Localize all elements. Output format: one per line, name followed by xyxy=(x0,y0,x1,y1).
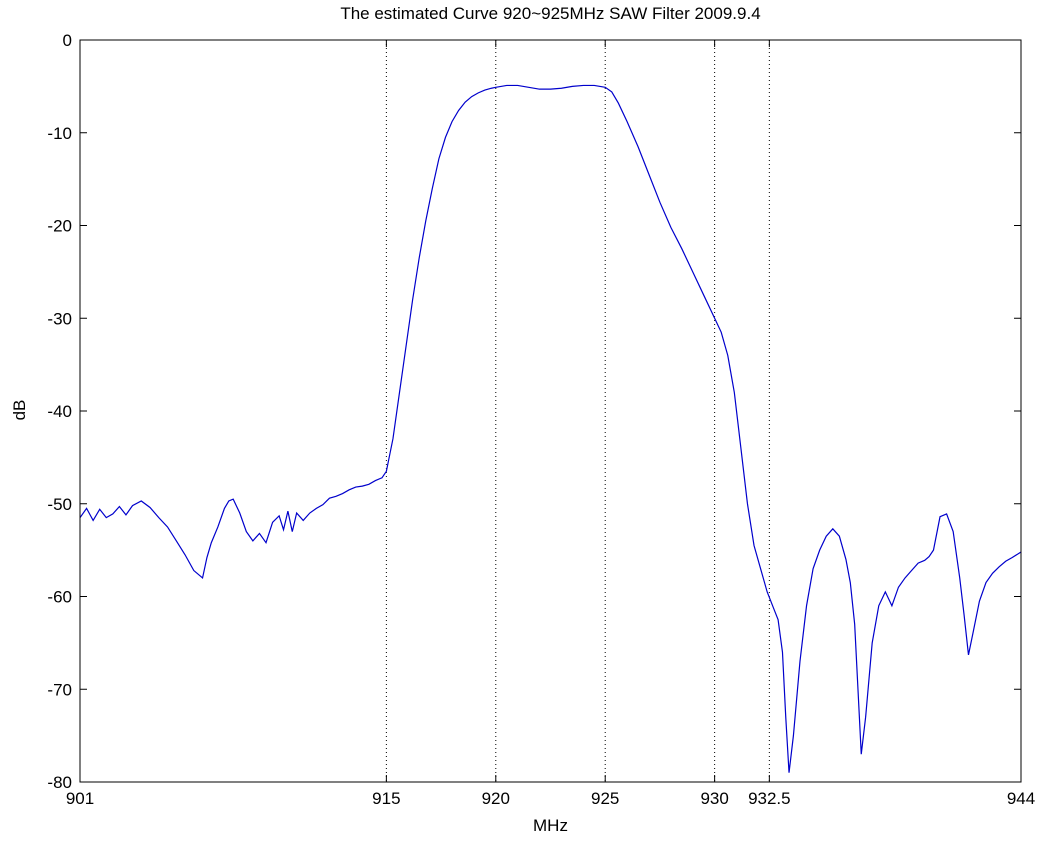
x-axis-ticks: 901 915 920 925 930 932.5 944 xyxy=(66,40,1035,808)
y-tick-label: -60 xyxy=(47,588,72,607)
x-tick-label: 930 xyxy=(700,789,728,808)
x-tick-label: 915 xyxy=(372,789,400,808)
x-tick-label: 932.5 xyxy=(748,789,791,808)
x-tick-label: 901 xyxy=(66,789,94,808)
y-axis-label: dB xyxy=(10,399,29,421)
y-tick-label: -40 xyxy=(47,402,72,421)
y-tick-label: -20 xyxy=(47,217,72,236)
vertical-reference-lines xyxy=(385,40,770,782)
y-tick-label: -10 xyxy=(47,124,72,143)
x-tick-label: 944 xyxy=(1007,789,1035,808)
series-line xyxy=(79,84,1022,773)
y-tick-label: 0 xyxy=(63,31,72,50)
x-tick-label: 925 xyxy=(591,789,619,808)
y-tick-label: -80 xyxy=(47,773,72,792)
y-tick-label: -50 xyxy=(47,495,72,514)
y-axis-ticks: 0 -10 -20 -30 -40 -50 -60 -70 -80 xyxy=(47,31,1021,792)
axes-box xyxy=(79,39,1022,783)
x-tick-label: 920 xyxy=(482,789,510,808)
x-axis-label: MHz xyxy=(533,816,568,835)
y-tick-label: -70 xyxy=(47,680,72,699)
chart-title: The estimated Curve 920~925MHz SAW Filte… xyxy=(340,4,761,23)
y-tick-label: -30 xyxy=(47,309,72,328)
